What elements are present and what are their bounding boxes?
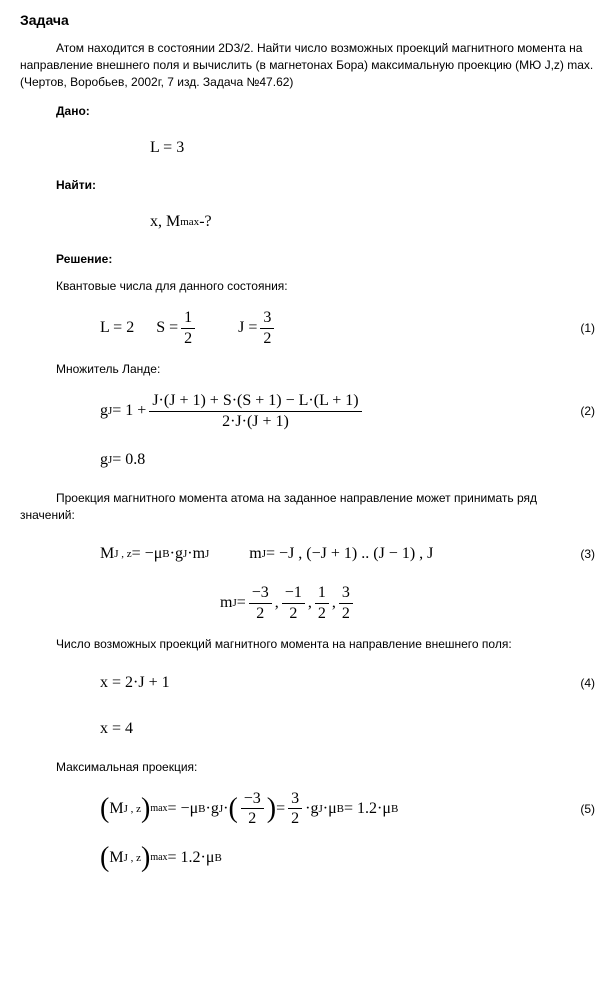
equation-4: x = 2·J + 1 (4) xyxy=(20,667,595,699)
quantum-text: Квантовые числа для данного состояния: xyxy=(56,278,595,295)
eq1-J-lhs: J = xyxy=(238,319,257,337)
equation-5b: (MJ , z)max = 1.2·μB xyxy=(20,842,595,874)
eq3-rhs2: = −J , (−J + 1) .. (J − 1) , J xyxy=(266,545,433,563)
eq1-L: L = 2 xyxy=(100,319,134,337)
equation-1: L = 2 S = 12 J = 32 (1) xyxy=(20,309,595,347)
eq1-J-num: 3 xyxy=(260,309,274,329)
eq5-p8: = 1.2·μ xyxy=(344,800,391,818)
eq3b-f4n: 3 xyxy=(339,584,353,604)
maxproj-text: Максимальная проекция: xyxy=(56,759,595,776)
lande-text: Множитель Ланде: xyxy=(56,361,595,378)
eq5b-p2: = 1.2·μ xyxy=(168,849,215,867)
eq5-p1: M xyxy=(109,800,123,818)
given-equation: L = 3 xyxy=(20,132,595,164)
equation-3: MJ , z = −μB·gJ·mJ mJ = −J , (−J + 1) ..… xyxy=(20,538,595,570)
eq4-text: x = 2·J + 1 xyxy=(100,674,565,692)
eq1-S-den: 2 xyxy=(181,329,195,348)
eq3-mid1: = −μ xyxy=(132,545,163,563)
eq2-eq: = 1 + xyxy=(112,402,146,420)
eq3b-f2n: −1 xyxy=(282,584,305,604)
equation-2b: gJ = 0.8 xyxy=(20,444,595,476)
eq3-M: M xyxy=(100,545,114,563)
eq2-bot: 2·J·(J + 1) xyxy=(219,412,292,431)
eq5-fd: 2 xyxy=(245,809,259,828)
eq5-number: (5) xyxy=(565,802,595,816)
eq5-p3: ·g xyxy=(206,800,219,818)
eq5-p7: ·μ xyxy=(323,800,337,818)
eq3b-f1n: −3 xyxy=(249,584,272,604)
eq2-top: J·(J + 1) + S·(S + 1) − L·(L + 1) xyxy=(149,392,361,412)
count-text: Число возможных проекций магнитного моме… xyxy=(20,636,595,653)
solution-label: Решение: xyxy=(56,252,595,266)
eq2-lhs: g xyxy=(100,402,108,420)
eq4b-text: x = 4 xyxy=(100,720,595,738)
find-eq-tail: -? xyxy=(199,213,211,231)
eq3-mid3: ·m xyxy=(187,545,205,563)
projection-text: Проекция магнитного момента атома на зад… xyxy=(20,490,595,524)
given-eq-content: L = 3 xyxy=(150,139,595,157)
eq1-S-lhs: S = xyxy=(156,319,178,337)
equation-2: gJ = 1 + J·(J + 1) + S·(S + 1) − L·(L + … xyxy=(20,392,595,430)
eq3b-f4d: 2 xyxy=(339,604,353,623)
eq2b-tail: = 0.8 xyxy=(112,451,145,469)
eq5-gd: 2 xyxy=(288,809,302,828)
eq3b-lhs: m xyxy=(220,594,232,612)
equation-4b: x = 4 xyxy=(20,713,595,745)
eq3-number: (3) xyxy=(565,547,595,561)
equation-5: (MJ , z)max = −μB·gJ·(−32) = 32·gJ·μB = … xyxy=(20,790,595,828)
eq5-p5: = xyxy=(276,800,285,818)
eq3b-f2d: 2 xyxy=(286,604,300,623)
eq1-number: (1) xyxy=(565,321,595,335)
eq2b-text: g xyxy=(100,451,108,469)
eq5b-p1: M xyxy=(109,849,123,867)
given-label: Дано: xyxy=(56,104,595,118)
eq5-fn: −3 xyxy=(241,790,264,810)
eq3-mid2: ·g xyxy=(170,545,183,563)
find-eq-text: x, M xyxy=(150,213,180,231)
eq1-J-den: 2 xyxy=(260,329,274,348)
page-title: Задача xyxy=(20,12,595,28)
eq2-number: (2) xyxy=(565,404,595,418)
eq3b-f3n: 1 xyxy=(315,584,329,604)
find-label: Найти: xyxy=(56,178,595,192)
eq5-p6: ·g xyxy=(305,800,318,818)
eq4-number: (4) xyxy=(565,676,595,690)
eq3b-f1d: 2 xyxy=(253,604,267,623)
eq1-S-num: 1 xyxy=(181,309,195,329)
equation-3b: mJ = −32 , −12 , 12 , 32 xyxy=(20,584,595,622)
find-equation: x, Mmax -? xyxy=(20,206,595,238)
problem-statement: Атом находится в состоянии 2D3/2. Найти … xyxy=(20,40,595,90)
eq3-rhs1: m xyxy=(249,545,261,563)
eq3b-f3d: 2 xyxy=(315,604,329,623)
eq5-gn: 3 xyxy=(288,790,302,810)
eq3b-eq: = xyxy=(237,594,246,612)
eq5-p2: = −μ xyxy=(168,800,199,818)
